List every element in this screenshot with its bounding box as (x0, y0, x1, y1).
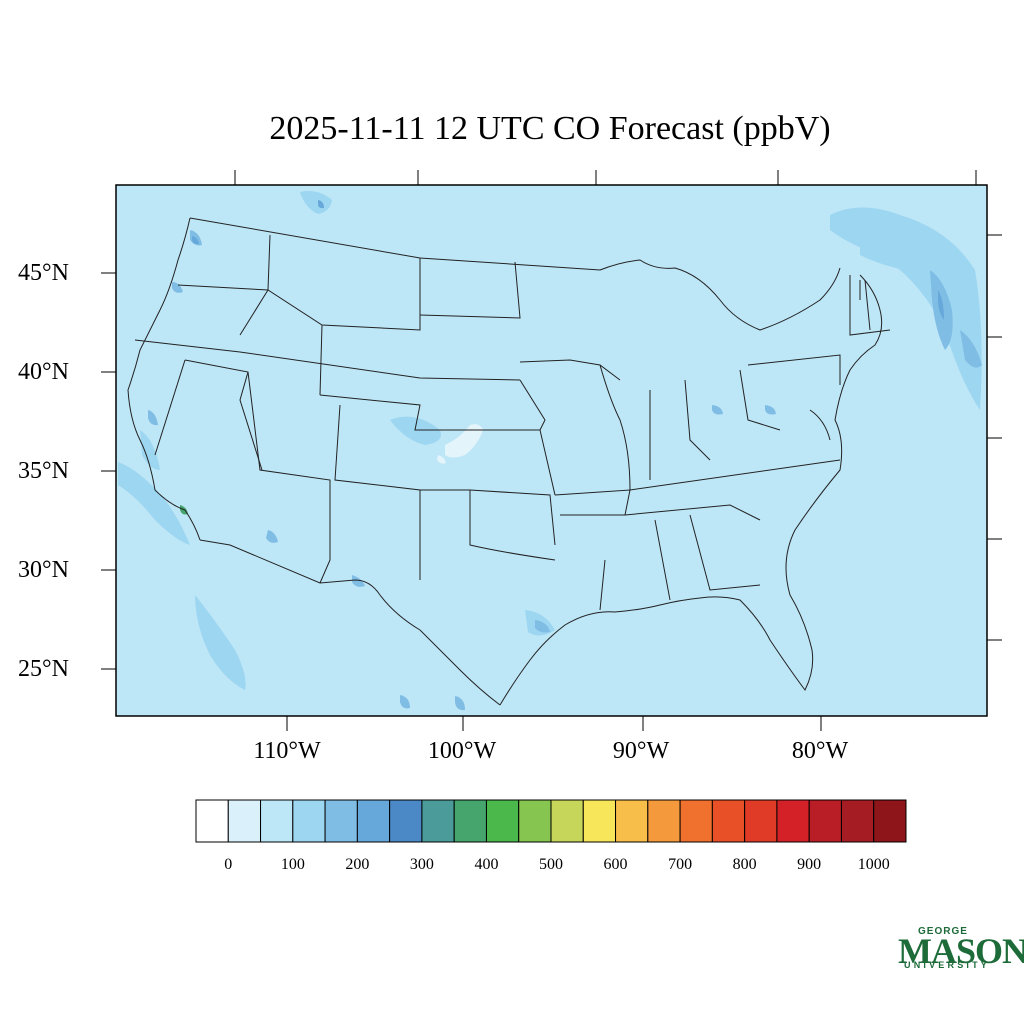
colorbar-tick-label: 0 (224, 856, 233, 873)
colorbar-tick-label: 600 (603, 856, 628, 873)
colorbar-tick-label: 300 (409, 856, 434, 873)
colorbar-tick-label: 800 (732, 856, 757, 873)
lat-label-35n: 35°N (18, 458, 69, 484)
lon-label-100w: 100°W (427, 738, 497, 764)
colorbar-tick-label: 100 (280, 856, 305, 873)
lon-label-90w: 90°W (612, 738, 670, 764)
map-title: 2025-11-11 12 UTC CO Forecast (ppbV) (269, 110, 831, 147)
lat-label-45n: 45°N (18, 260, 69, 286)
lat-label-25n: 25°N (18, 656, 69, 682)
lon-label-80w: 80°W (791, 738, 849, 764)
state-borders (127, 217, 891, 706)
colorbar-tick-label: 500 (539, 856, 563, 873)
logo-george: GEORGE (918, 926, 968, 937)
logo-university: UNIVERSITY (904, 960, 991, 970)
lat-label-40n: 40°N (18, 359, 69, 385)
gmu-logo: GEORGE MASON UNIVERSITY (896, 904, 1024, 974)
lon-label-110w: 110°W (253, 738, 321, 764)
lat-label-30n: 30°N (18, 557, 69, 583)
colorbar-tick-label: 700 (668, 856, 693, 873)
map-border (115, 184, 988, 717)
axis-ticks (101, 170, 1002, 731)
logo-mason: MASON (898, 931, 1024, 971)
colorbar-tick-label: 1000 (857, 856, 890, 873)
colorbar-tick-label: 200 (345, 856, 370, 873)
colorbar-tick-label: 400 (474, 856, 499, 873)
co-plumes (118, 191, 982, 711)
colorbar-tick-label: 900 (797, 856, 822, 873)
